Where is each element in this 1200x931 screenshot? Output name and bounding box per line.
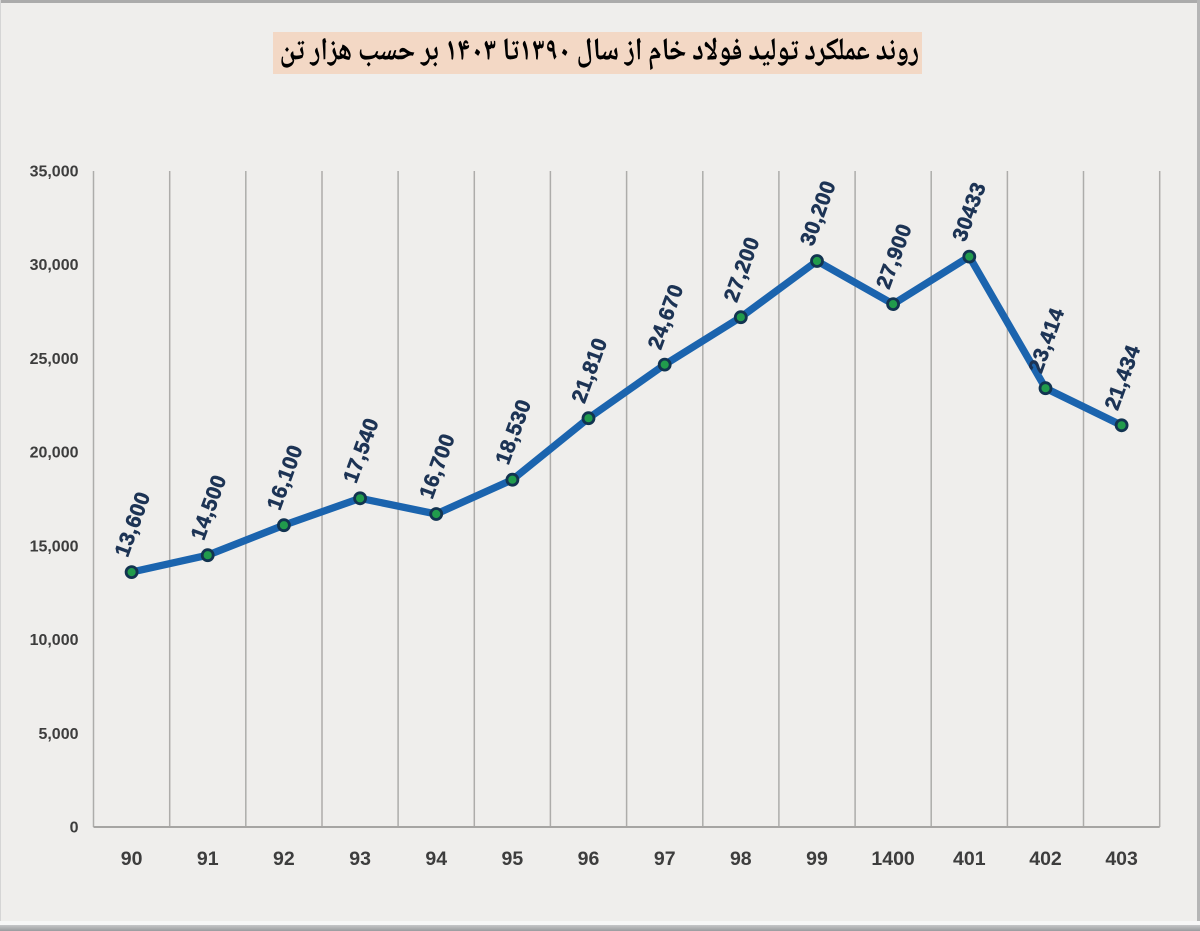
svg-text:27,200: 27,200 (720, 234, 765, 305)
svg-text:14,500: 14,500 (187, 472, 232, 543)
svg-text:0: 0 (70, 820, 79, 837)
svg-text:25,000: 25,000 (30, 351, 79, 368)
svg-text:401: 401 (953, 848, 986, 870)
svg-text:23,414: 23,414 (1025, 305, 1070, 376)
svg-text:20,000: 20,000 (30, 445, 79, 462)
svg-text:21,434: 21,434 (1101, 342, 1146, 413)
svg-text:98: 98 (730, 848, 752, 870)
svg-text:5,000: 5,000 (38, 726, 78, 743)
svg-text:93: 93 (349, 848, 371, 870)
svg-text:402: 402 (1029, 848, 1062, 870)
svg-text:15,000: 15,000 (30, 538, 79, 555)
svg-text:90: 90 (121, 848, 143, 870)
svg-text:92: 92 (273, 848, 295, 870)
svg-text:17,540: 17,540 (339, 415, 384, 486)
svg-text:95: 95 (502, 848, 524, 870)
svg-text:99: 99 (806, 848, 828, 870)
svg-text:18,530: 18,530 (491, 396, 536, 467)
svg-text:91: 91 (197, 848, 219, 870)
svg-text:30,000: 30,000 (30, 257, 79, 274)
svg-text:35,000: 35,000 (30, 164, 79, 181)
svg-text:10,000: 10,000 (30, 632, 79, 649)
svg-text:21,810: 21,810 (568, 335, 613, 406)
svg-text:13,600: 13,600 (111, 489, 156, 560)
svg-text:97: 97 (654, 848, 676, 870)
svg-text:27,900: 27,900 (872, 221, 917, 292)
svg-text:403: 403 (1105, 848, 1138, 870)
svg-text:16,700: 16,700 (415, 431, 460, 502)
svg-text:16,100: 16,100 (263, 442, 308, 513)
svg-text:30433: 30433 (948, 179, 990, 244)
svg-text:24,670: 24,670 (644, 281, 689, 352)
svg-text:94: 94 (425, 848, 447, 870)
svg-text:30,200: 30,200 (796, 178, 841, 249)
svg-text:96: 96 (578, 848, 600, 870)
svg-text:1400: 1400 (871, 848, 915, 870)
